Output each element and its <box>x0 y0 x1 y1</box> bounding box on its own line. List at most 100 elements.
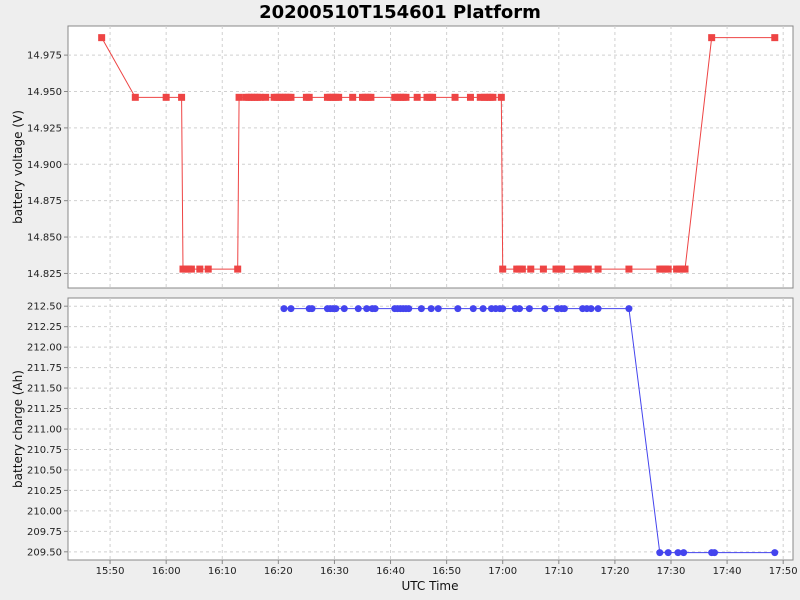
data-point <box>680 549 688 557</box>
data-point <box>625 305 633 313</box>
y-tick-label: 14.875 <box>27 196 62 207</box>
data-point <box>656 549 664 557</box>
data-point <box>560 305 568 313</box>
data-point <box>305 93 313 101</box>
data-point <box>287 93 295 101</box>
data-point <box>413 93 421 101</box>
data-point <box>681 265 689 273</box>
data-point <box>204 265 212 273</box>
data-point <box>489 93 497 101</box>
data-point <box>187 265 195 273</box>
data-point <box>771 549 779 557</box>
data-point <box>497 93 505 101</box>
x-tick-label: 16:00 <box>152 566 181 577</box>
data-point <box>287 305 295 313</box>
y-tick-label: 211.00 <box>27 425 62 436</box>
x-axis-ticks: 15:50 16:00 16:10 16:20 16:30 16:40 16:50 17:00… <box>96 560 798 577</box>
x-axis-label: UTC Time <box>402 579 459 593</box>
data-point <box>466 93 474 101</box>
data-point <box>234 265 242 273</box>
y-tick-label: 14.850 <box>27 233 62 244</box>
data-point <box>469 305 477 313</box>
data-point <box>434 305 442 313</box>
x-tick-label: 15:50 <box>96 566 125 577</box>
y-tick-label: 212.00 <box>27 343 62 354</box>
data-point <box>308 305 316 313</box>
data-point <box>558 265 566 273</box>
data-point <box>476 93 484 101</box>
x-tick-label: 16:10 <box>208 566 237 577</box>
voltage-markers <box>98 34 779 273</box>
y-tick-label: 210.00 <box>27 506 62 517</box>
voltage-panel: 14.825 14.850 14.875 14.900 14.925 14.950 14.9… <box>11 25 794 289</box>
data-point <box>451 93 459 101</box>
data-point <box>427 305 435 313</box>
y-tick-label: 210.25 <box>27 486 62 497</box>
data-point <box>405 305 413 313</box>
data-point <box>527 265 535 273</box>
x-tick-label: 16:40 <box>376 566 405 577</box>
data-point <box>335 93 343 101</box>
data-point <box>499 305 507 313</box>
x-tick-label: 16:30 <box>320 566 349 577</box>
data-point <box>371 305 379 313</box>
x-tick-label: 16:50 <box>432 566 461 577</box>
charge-markers <box>280 305 779 557</box>
x-tick-label: 16:20 <box>264 566 293 577</box>
y-tick-label: 14.925 <box>27 123 62 134</box>
data-point <box>280 305 288 313</box>
y-tick-label: 211.50 <box>27 384 62 395</box>
data-point <box>332 305 340 313</box>
data-point <box>539 265 547 273</box>
data-point <box>541 305 549 313</box>
x-tick-label: 17:20 <box>600 566 629 577</box>
x-tick-label: 17:50 <box>769 566 798 577</box>
x-tick-label: 17:30 <box>657 566 686 577</box>
data-point <box>402 93 410 101</box>
data-point <box>354 305 362 313</box>
y-tick-label: 210.50 <box>27 465 62 476</box>
voltage-y-ticks: 14.825 14.850 14.875 14.900 14.925 14.950 14.9… <box>27 51 68 280</box>
charge-panel: 209.50 209.75 210.00 210.25 210.50 210.75 211.… <box>11 297 794 561</box>
y-tick-label: 211.25 <box>27 404 62 415</box>
y-tick-label: 14.975 <box>27 51 62 62</box>
data-point <box>625 265 633 273</box>
data-point <box>479 305 487 313</box>
data-point <box>594 305 602 313</box>
y-tick-label: 212.25 <box>27 322 62 333</box>
charge-y-ticks: 209.50 209.75 210.00 210.25 210.50 210.75 211.… <box>27 302 68 558</box>
data-point <box>710 549 718 557</box>
data-point <box>131 93 139 101</box>
data-point <box>518 265 526 273</box>
data-point <box>417 305 425 313</box>
charge-gridlines <box>68 298 793 560</box>
x-tick-label: 17:00 <box>488 566 517 577</box>
y-tick-label: 212.50 <box>27 302 62 313</box>
data-point <box>587 305 595 313</box>
data-point <box>98 34 106 42</box>
y-tick-label: 210.75 <box>27 445 62 456</box>
data-point <box>594 265 602 273</box>
y-tick-label: 14.950 <box>27 87 62 98</box>
x-tick-label: 17:40 <box>713 566 742 577</box>
data-point <box>584 265 592 273</box>
y-tick-label: 209.50 <box>27 547 62 558</box>
y-tick-label: 14.825 <box>27 269 62 280</box>
y-tick-label: 14.900 <box>27 160 62 171</box>
data-point <box>349 93 357 101</box>
voltage-y-axis-label: battery voltage (V) <box>11 110 25 224</box>
data-point <box>674 549 682 557</box>
data-point <box>429 93 437 101</box>
chart-title: 20200510T154601 Platform <box>259 2 541 23</box>
y-tick-label: 211.75 <box>27 363 62 374</box>
data-point <box>771 34 779 42</box>
data-point <box>516 305 524 313</box>
data-point <box>664 265 672 273</box>
data-point <box>196 265 204 273</box>
data-point <box>178 93 186 101</box>
data-point <box>664 549 672 557</box>
data-point <box>708 34 716 42</box>
data-point <box>162 93 170 101</box>
x-tick-label: 17:10 <box>544 566 573 577</box>
